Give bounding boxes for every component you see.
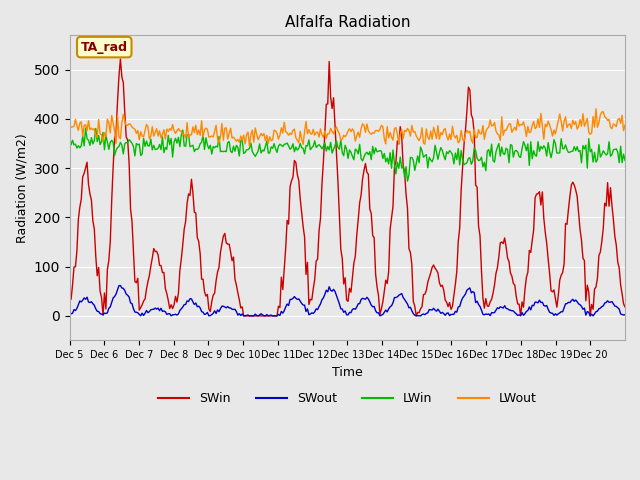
LWin — [404, 178, 412, 184]
LWout — [546, 122, 554, 128]
SWout — [621, 312, 629, 318]
SWin — [116, 56, 124, 62]
Legend: SWin, SWout, LWin, LWout: SWin, SWout, LWin, LWout — [153, 387, 541, 410]
SWin — [84, 181, 92, 187]
LWout — [463, 128, 471, 133]
SWout — [84, 299, 92, 305]
SWout — [620, 312, 627, 318]
SWout — [102, 311, 109, 316]
SWin — [465, 84, 472, 90]
LWin — [465, 156, 472, 161]
LWin — [353, 147, 360, 153]
SWin — [621, 304, 629, 310]
SWout — [167, 313, 175, 319]
SWout — [116, 283, 124, 288]
SWout — [465, 286, 472, 292]
LWin — [86, 143, 94, 148]
SWout — [66, 312, 74, 317]
LWin — [621, 157, 629, 163]
LWin — [82, 125, 90, 131]
LWout — [66, 126, 74, 132]
SWin — [66, 298, 74, 303]
SWin — [620, 301, 627, 307]
LWin — [547, 155, 555, 161]
SWin — [102, 306, 109, 312]
LWout — [84, 118, 92, 123]
LWin — [66, 136, 74, 142]
SWin — [355, 217, 362, 223]
LWout — [102, 134, 109, 140]
SWout — [355, 301, 362, 307]
LWout — [246, 143, 253, 149]
Y-axis label: Radiation (W/m2): Radiation (W/m2) — [15, 133, 28, 243]
LWout — [620, 128, 627, 133]
LWout — [592, 106, 600, 112]
Title: Alfalfa Radiation: Alfalfa Radiation — [285, 15, 410, 30]
SWin — [240, 313, 248, 319]
SWout — [547, 310, 555, 316]
Line: LWin: LWin — [70, 128, 625, 181]
Text: TA_rad: TA_rad — [81, 41, 128, 54]
SWin — [547, 288, 555, 294]
LWout — [621, 122, 629, 128]
LWin — [104, 139, 111, 145]
X-axis label: Time: Time — [332, 366, 363, 379]
LWout — [353, 133, 360, 139]
Line: LWout: LWout — [70, 109, 625, 146]
Line: SWout: SWout — [70, 286, 625, 316]
LWin — [620, 151, 627, 157]
Line: SWin: SWin — [70, 59, 625, 316]
